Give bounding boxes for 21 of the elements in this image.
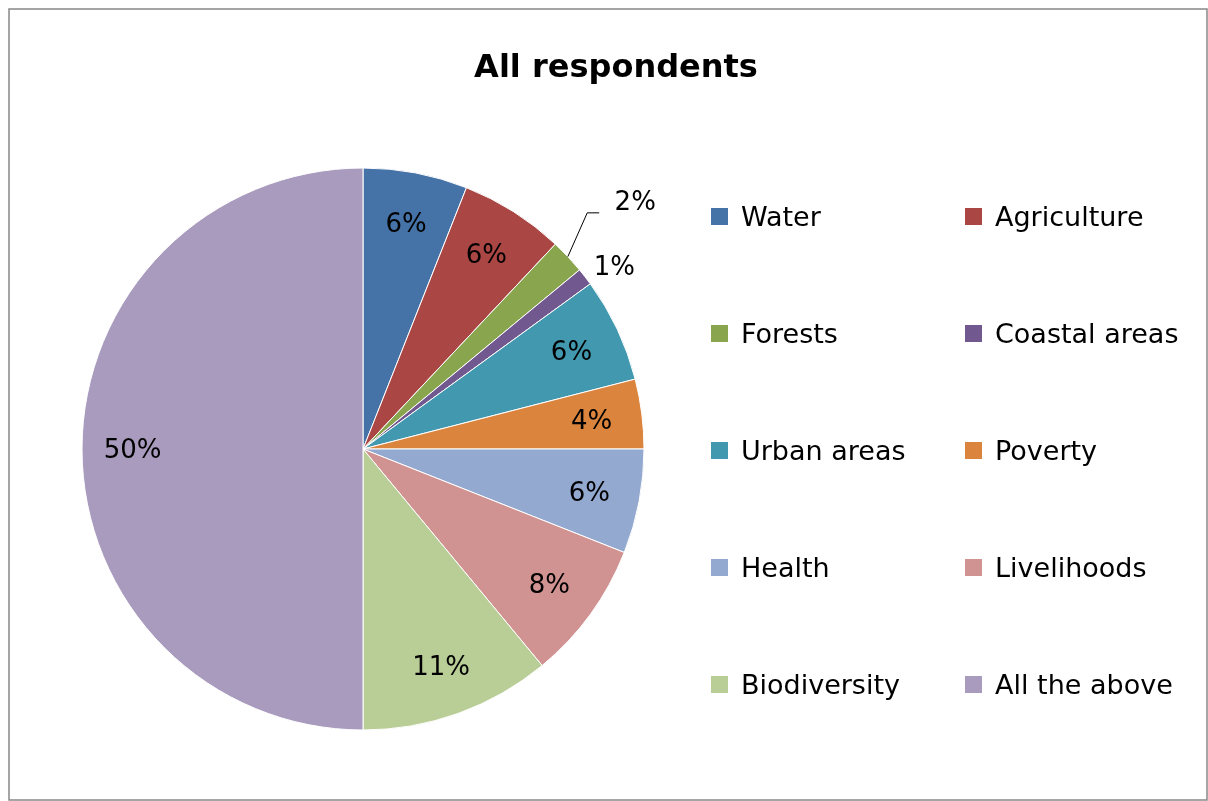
chart-title: All respondents: [474, 47, 758, 85]
data-label: 6%: [465, 239, 508, 270]
legend-label: Biodiversity: [741, 668, 901, 700]
legend-label: Coastal areas: [995, 317, 1179, 349]
legend-label: Agriculture: [995, 200, 1144, 232]
data-label: 4%: [570, 405, 613, 436]
data-label: 50%: [103, 434, 162, 464]
legend-label: Forests: [741, 317, 838, 349]
legend-label: Poverty: [995, 434, 1098, 466]
data-label: 6%: [568, 477, 610, 508]
data-label: 8%: [528, 569, 571, 600]
legend-label: Water: [741, 200, 822, 232]
data-label: 11%: [412, 650, 470, 681]
legend-label: All the above: [995, 668, 1173, 700]
data-label: 6%: [550, 335, 593, 366]
data-label: 6%: [385, 207, 427, 238]
legend-label: Livelihoods: [995, 551, 1147, 583]
data-label: 1%: [593, 250, 635, 281]
data-label: 2%: [614, 185, 656, 216]
legend-label: Health: [741, 551, 830, 583]
legend-label: Urban areas: [741, 434, 906, 466]
